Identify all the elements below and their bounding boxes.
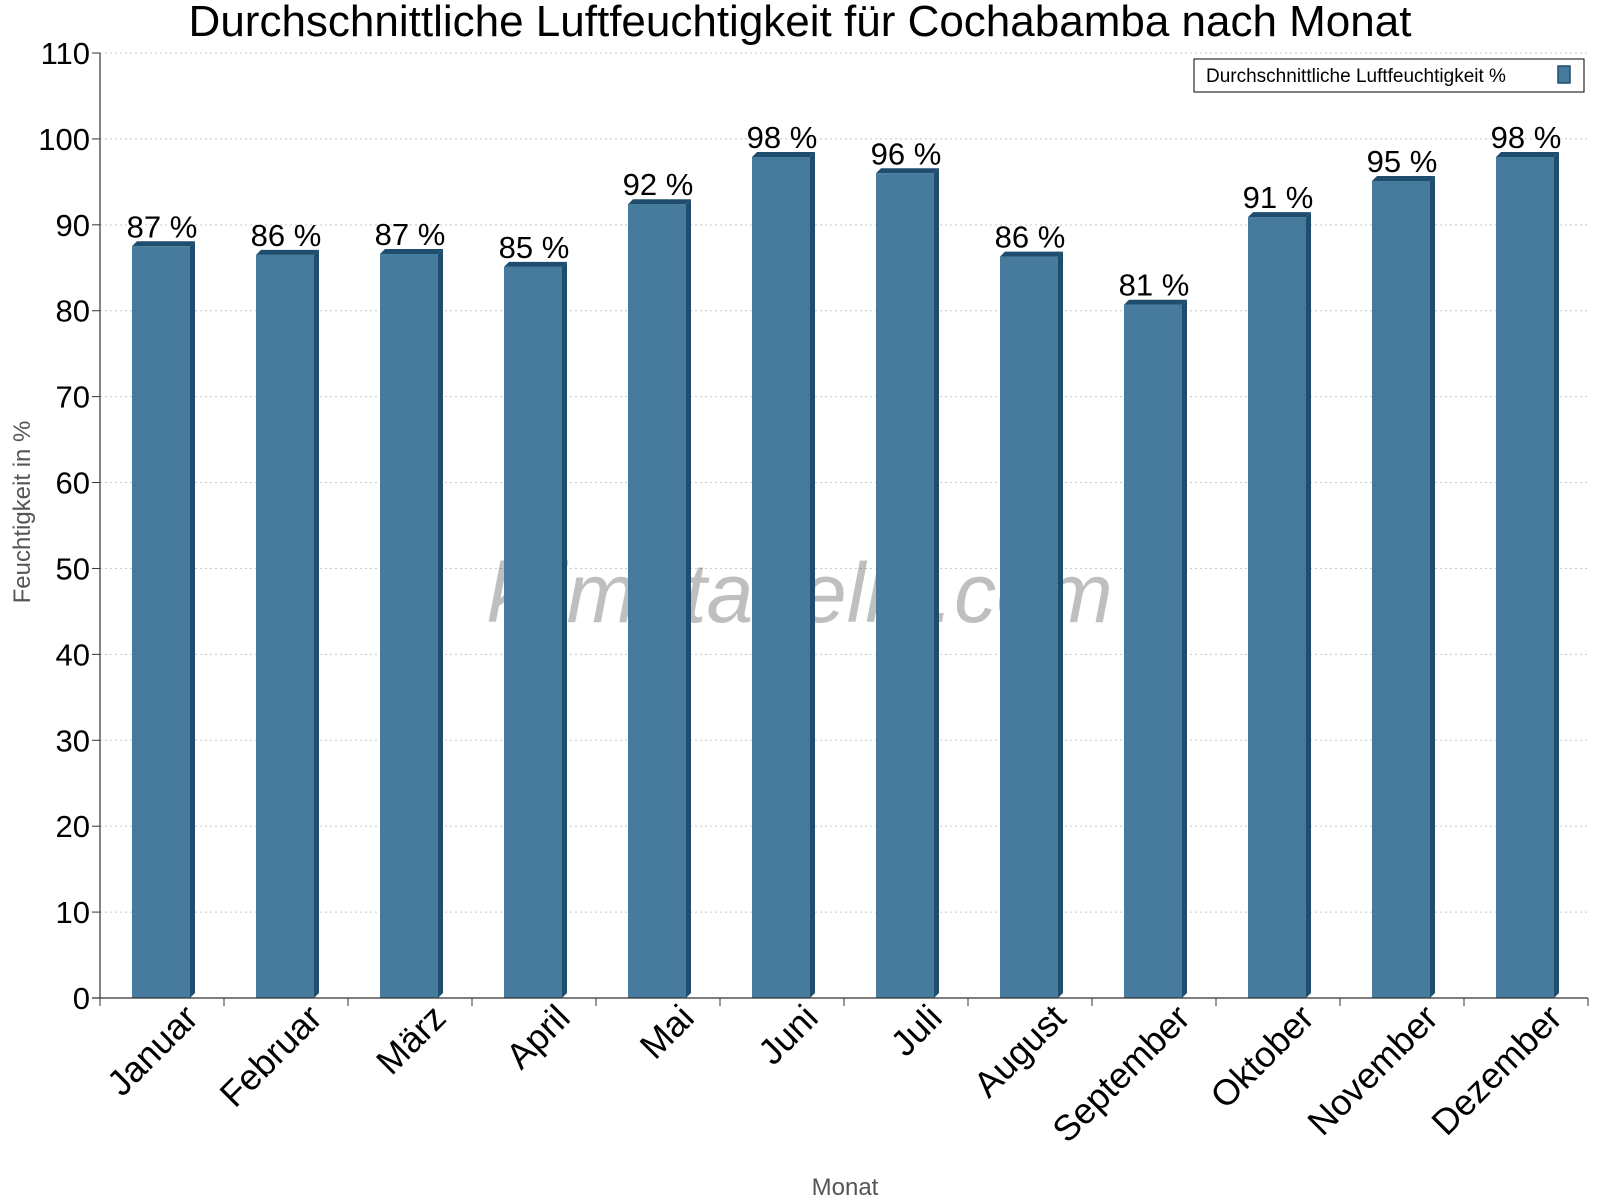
y-tick-label: 60 [56, 466, 90, 501]
bar-side [686, 199, 691, 998]
bar-top [1496, 151, 1559, 157]
x-tick-label: April [498, 997, 578, 1077]
bar-august [1000, 251, 1063, 998]
bar-side [190, 241, 195, 998]
legend-label: Durchschnittliche Luftfeuchtigkeit % [1206, 66, 1506, 87]
data-label: 92 % [623, 167, 694, 202]
bar-front [132, 246, 190, 998]
data-label: 85 % [499, 230, 570, 265]
y-tick-label: 20 [56, 809, 90, 844]
data-label: 96 % [871, 136, 942, 171]
bar-top [876, 168, 939, 174]
bar-side [1182, 299, 1187, 998]
bar-side [934, 168, 939, 999]
bar-mai [628, 199, 691, 998]
bar-front [752, 156, 810, 998]
bar-top [1372, 176, 1435, 182]
bar-side [1306, 212, 1311, 998]
data-label: 86 % [251, 218, 322, 253]
bar-november [1372, 176, 1435, 999]
y-tick-label: 110 [41, 36, 90, 71]
y-tick-labels: 0 10 20 30 40 50 60 70 80 90 100 110 [38, 36, 90, 1016]
bar-side [1554, 151, 1559, 998]
bar-juli [876, 168, 939, 999]
bar-september [1124, 299, 1187, 998]
x-tick-label: Dezember [1423, 997, 1569, 1143]
bar-top [256, 249, 319, 255]
y-tick-label: 50 [56, 551, 90, 586]
y-tick-label: 30 [56, 723, 90, 758]
legend: Durchschnittliche Luftfeuchtigkeit % [1193, 58, 1585, 93]
bar-side [438, 249, 443, 998]
y-tick-label: 0 [73, 981, 90, 1016]
bar-top [1000, 251, 1063, 257]
bar-top [752, 151, 815, 157]
bar-top [1124, 299, 1187, 305]
x-tick-label: Februar [212, 997, 330, 1115]
x-tick-label: Juli [882, 997, 949, 1064]
x-tick-label: Oktober [1202, 997, 1322, 1117]
y-tick-label: 80 [56, 294, 90, 329]
chart-title: Durchschnittliche Luftfeuchtigkeit für C… [189, 0, 1412, 46]
bar-front [876, 173, 934, 999]
bar-top [504, 261, 567, 267]
data-label: 87 % [127, 209, 198, 244]
bar-front [1248, 217, 1306, 998]
x-tick-label: Juni [750, 997, 826, 1073]
bar-januar [132, 241, 195, 998]
gridlines [100, 52, 1588, 913]
bar-front [504, 266, 562, 998]
bar-front [1000, 256, 1058, 998]
bar-dezember [1496, 151, 1559, 998]
data-label: 98 % [1491, 120, 1562, 155]
data-label: 86 % [995, 220, 1066, 255]
y-tick-label: 100 [38, 122, 90, 157]
data-label: 91 % [1243, 180, 1314, 215]
axes [92, 52, 1589, 1006]
bar-front [628, 204, 686, 998]
legend-swatch [1557, 65, 1571, 84]
bar-februar [256, 249, 319, 999]
data-label: 98 % [747, 120, 818, 155]
x-tick-label: November [1299, 997, 1445, 1143]
bar-side [1430, 176, 1435, 999]
bar-front [256, 254, 314, 999]
bar-side [562, 261, 567, 998]
bar-side [314, 249, 319, 999]
bar-märz [380, 249, 443, 998]
bar-top [1248, 212, 1311, 218]
y-tick-label: 40 [56, 637, 90, 672]
x-axis-label: Monat [812, 1174, 879, 1200]
bar-top [132, 241, 195, 247]
x-tick-label: Januar [99, 997, 206, 1104]
bar-top [628, 199, 691, 205]
y-axis-label: Feuchtigkeit in % [9, 421, 36, 604]
bar-front [1124, 304, 1182, 998]
bar-front [380, 254, 438, 998]
y-tick-label: 90 [56, 208, 90, 243]
data-label: 95 % [1367, 144, 1438, 179]
bar-oktober [1248, 212, 1311, 998]
y-tick-label: 10 [56, 895, 90, 930]
bar-top [380, 249, 443, 255]
bar-juni [752, 151, 815, 998]
legend-box [1193, 58, 1585, 93]
bar-side [810, 151, 815, 998]
data-label: 81 % [1119, 268, 1190, 303]
data-labels: 87 % 86 % 87 % 85 % 92 % 98 % 96 % 86 % 81 % 91 %… [127, 120, 1562, 303]
x-tick-label: März [368, 997, 454, 1083]
bar-april [504, 261, 567, 998]
bar-side [1058, 251, 1063, 998]
bar-group [132, 151, 1559, 999]
x-tick-label: Mai [632, 997, 702, 1067]
x-tick-labels: Januar Februar März April Mai Juni Juli AugustS… [99, 997, 1570, 1151]
x-tick-label: August [965, 997, 1073, 1105]
y-tick-label: 70 [56, 380, 90, 415]
data-label: 87 % [375, 217, 446, 252]
bar-front [1372, 181, 1430, 999]
bar-front [1496, 156, 1554, 998]
